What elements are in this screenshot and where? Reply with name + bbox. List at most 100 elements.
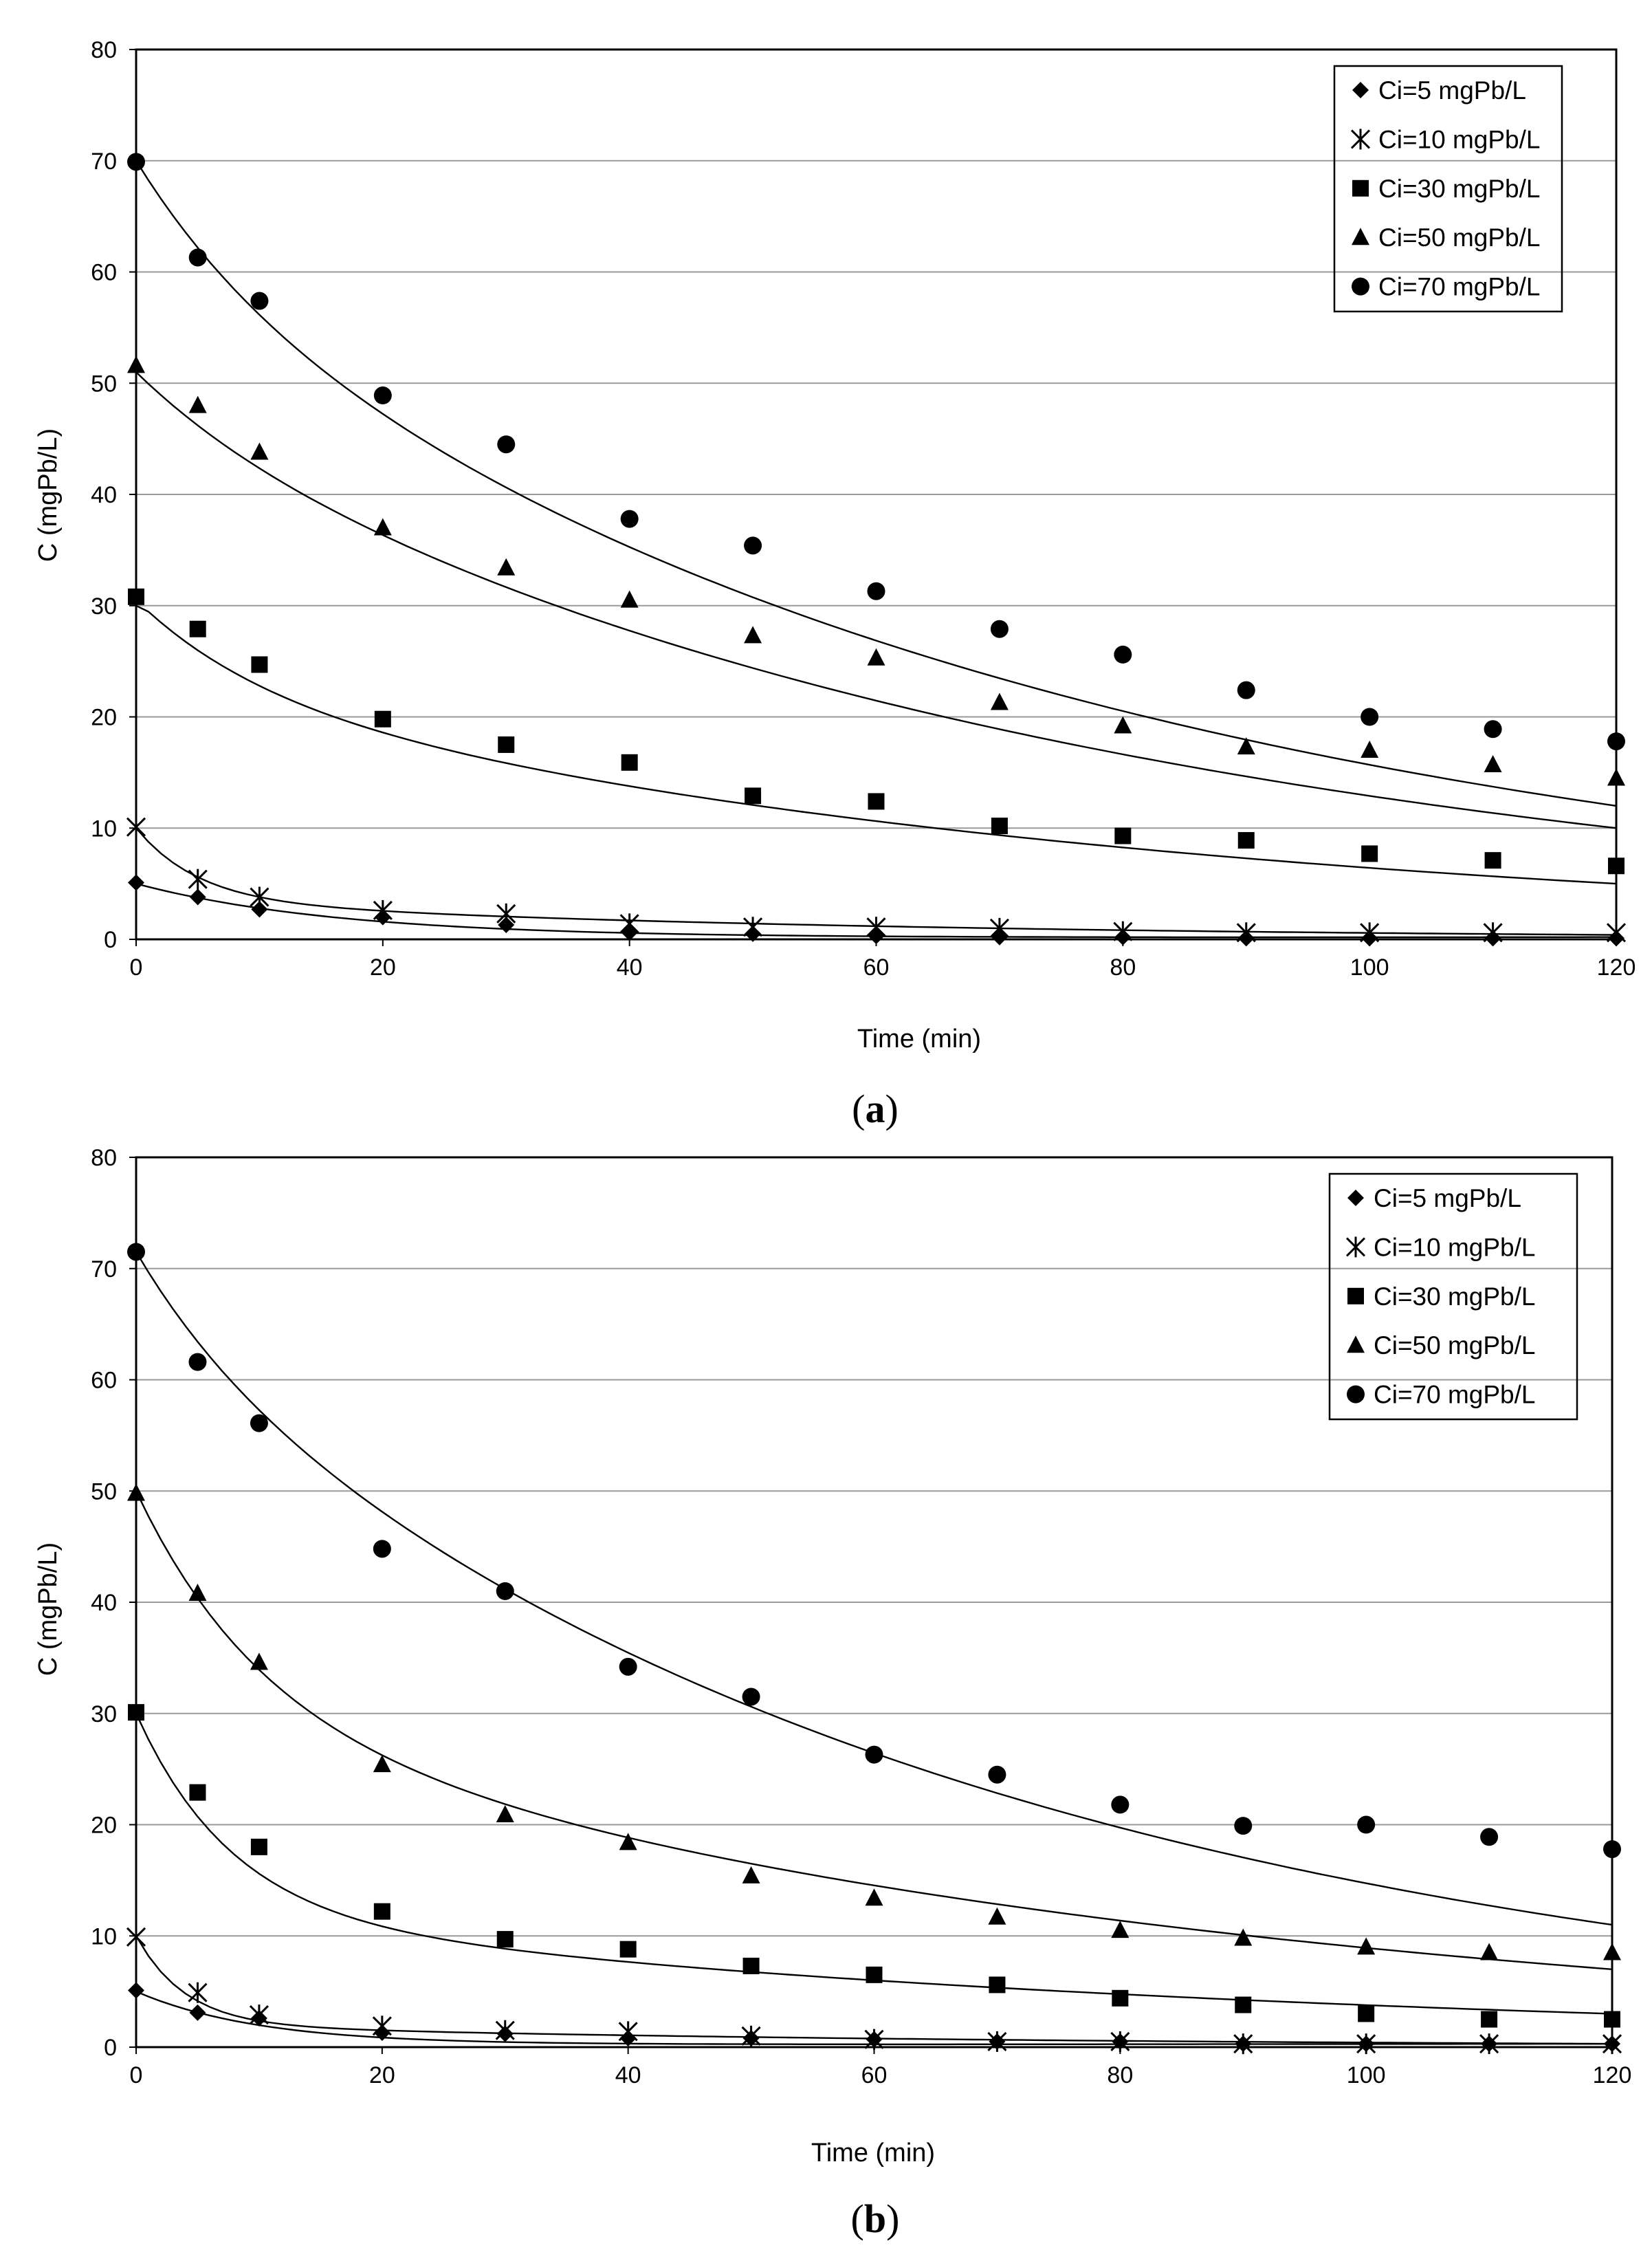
data-point-triangle — [250, 1652, 268, 1670]
legend-label: Ci=50 mgPb/L — [1378, 223, 1541, 252]
x-tick-label: 60 — [861, 2062, 888, 2088]
legend-marker-circle — [1347, 1385, 1365, 1403]
legend-box — [1333, 65, 1563, 313]
fit-curve-circle — [135, 160, 1617, 807]
y-tick-label: 30 — [91, 1701, 117, 1727]
data-point-circle — [1361, 708, 1379, 726]
y-axis-title: C (mgPb/L) — [34, 428, 63, 562]
panel-label-b: (b) — [851, 2196, 900, 2241]
data-point-triangle — [619, 1833, 637, 1850]
y-tick-label: 20 — [91, 705, 117, 731]
fit-curve-square — [135, 604, 1617, 885]
data-point-star — [188, 869, 208, 890]
data-point-star — [249, 2005, 269, 2026]
x-tick-label: 120 — [1597, 954, 1636, 981]
y-tick-label: 40 — [91, 1590, 117, 1616]
legend-label: Ci=5 mgPb/L — [1374, 1184, 1521, 1212]
legend-marker-diamond — [1352, 82, 1369, 98]
data-points — [126, 1243, 1622, 2055]
y-tick-label: 50 — [91, 371, 117, 397]
x-tick-label: 100 — [1350, 954, 1389, 981]
chart-panel-a: 0 10 20 30 40 50 60 70 80 0 20 40 60 80 100 120 Time (m… — [34, 37, 1636, 1131]
legend-marker-diamond — [1347, 1190, 1364, 1206]
data-point-circle — [188, 1353, 207, 1371]
legend-label: Ci=70 mgPb/L — [1378, 273, 1541, 301]
data-point-triangle — [865, 1888, 883, 1906]
x-axis-title: Time (min) — [811, 2139, 935, 2167]
plot-frame — [135, 48, 1618, 941]
data-point-square — [868, 793, 885, 810]
y-tick-label: 70 — [91, 149, 117, 175]
y-tick-label: 80 — [91, 37, 117, 63]
legend-marker-star — [1345, 1236, 1366, 1258]
data-point-triangle — [497, 558, 516, 576]
data-point-star — [188, 1982, 208, 2003]
legend-label: Ci=30 mgPb/L — [1378, 175, 1541, 203]
data-point-diamond — [251, 901, 268, 918]
plot-frame — [135, 1156, 1614, 2049]
data-point-circle — [250, 292, 269, 310]
data-point-circle — [497, 435, 516, 454]
data-point-square — [1481, 2011, 1498, 2028]
data-point-square — [1361, 845, 1378, 862]
data-point-triangle — [744, 626, 762, 644]
data-point-circle — [867, 582, 885, 600]
data-point-circle — [990, 620, 1009, 638]
data-point-star — [743, 917, 763, 938]
data-point-square — [1358, 2005, 1375, 2022]
data-point-star — [372, 2016, 392, 2037]
y-tick-label: 0 — [104, 2035, 117, 2061]
data-point-circle — [619, 1657, 637, 1676]
data-point-triangle — [250, 442, 269, 460]
x-axis-title: Time (min) — [857, 1025, 981, 1053]
data-point-circle — [373, 386, 392, 405]
data-point-triangle — [188, 1584, 207, 1602]
y-tick-label: 60 — [91, 1368, 117, 1394]
data-point-square — [991, 818, 1008, 835]
data-point-triangle — [867, 648, 885, 666]
x-tick-label: 120 — [1593, 2062, 1632, 2088]
data-point-diamond — [189, 888, 206, 906]
data-point-square — [189, 620, 206, 637]
y-axis-title: C (mgPb/L) — [34, 1542, 63, 1676]
x-tick-label: 40 — [615, 2062, 641, 2088]
data-point-square — [619, 1941, 637, 1958]
data-point-triangle — [1237, 737, 1255, 755]
data-point-square — [374, 710, 391, 728]
x-tick-label: 40 — [617, 954, 643, 981]
x-tick-label: 80 — [1110, 954, 1136, 981]
legend-marker-circle — [1352, 277, 1369, 296]
data-point-circle — [865, 1745, 883, 1764]
legend-label: Ci=5 mgPb/L — [1378, 76, 1526, 105]
data-point-circle — [1114, 645, 1132, 664]
y-tick-label: 40 — [91, 482, 117, 508]
y-tick-label: 70 — [91, 1256, 117, 1282]
data-point-square — [251, 656, 268, 673]
y-tick-label: 50 — [91, 1478, 117, 1505]
axes: 0 10 20 30 40 50 60 70 80 0 20 40 60 80 100 120 — [91, 1145, 1631, 2088]
data-point-star — [619, 913, 639, 935]
y-tick-label: 0 — [104, 927, 117, 953]
y-tick-label: 60 — [91, 260, 117, 286]
y-tick-label: 30 — [91, 593, 117, 620]
data-point-star — [373, 899, 393, 921]
data-point-circle — [620, 510, 639, 528]
data-point-square — [1235, 1996, 1252, 2013]
data-point-triangle — [1111, 1921, 1130, 1938]
legend-box — [1328, 1172, 1578, 1421]
data-point-triangle — [373, 518, 392, 536]
data-point-star — [1233, 2033, 1253, 2055]
data-point-square — [1112, 1989, 1129, 2007]
x-tick-label: 0 — [130, 2062, 143, 2088]
legend-marker-square — [1352, 179, 1369, 197]
y-tick-label: 10 — [91, 1923, 117, 1949]
data-point-circle — [742, 1687, 760, 1706]
data-point-square — [1484, 852, 1501, 869]
data-point-circle — [373, 1540, 391, 1558]
x-tick-label: 60 — [863, 954, 890, 981]
y-tick-label: 80 — [91, 1145, 117, 1171]
data-point-star — [495, 2020, 515, 2041]
y-tick-label: 20 — [91, 1813, 117, 1839]
data-point-triangle — [188, 395, 207, 413]
data-point-star — [1479, 2033, 1499, 2055]
